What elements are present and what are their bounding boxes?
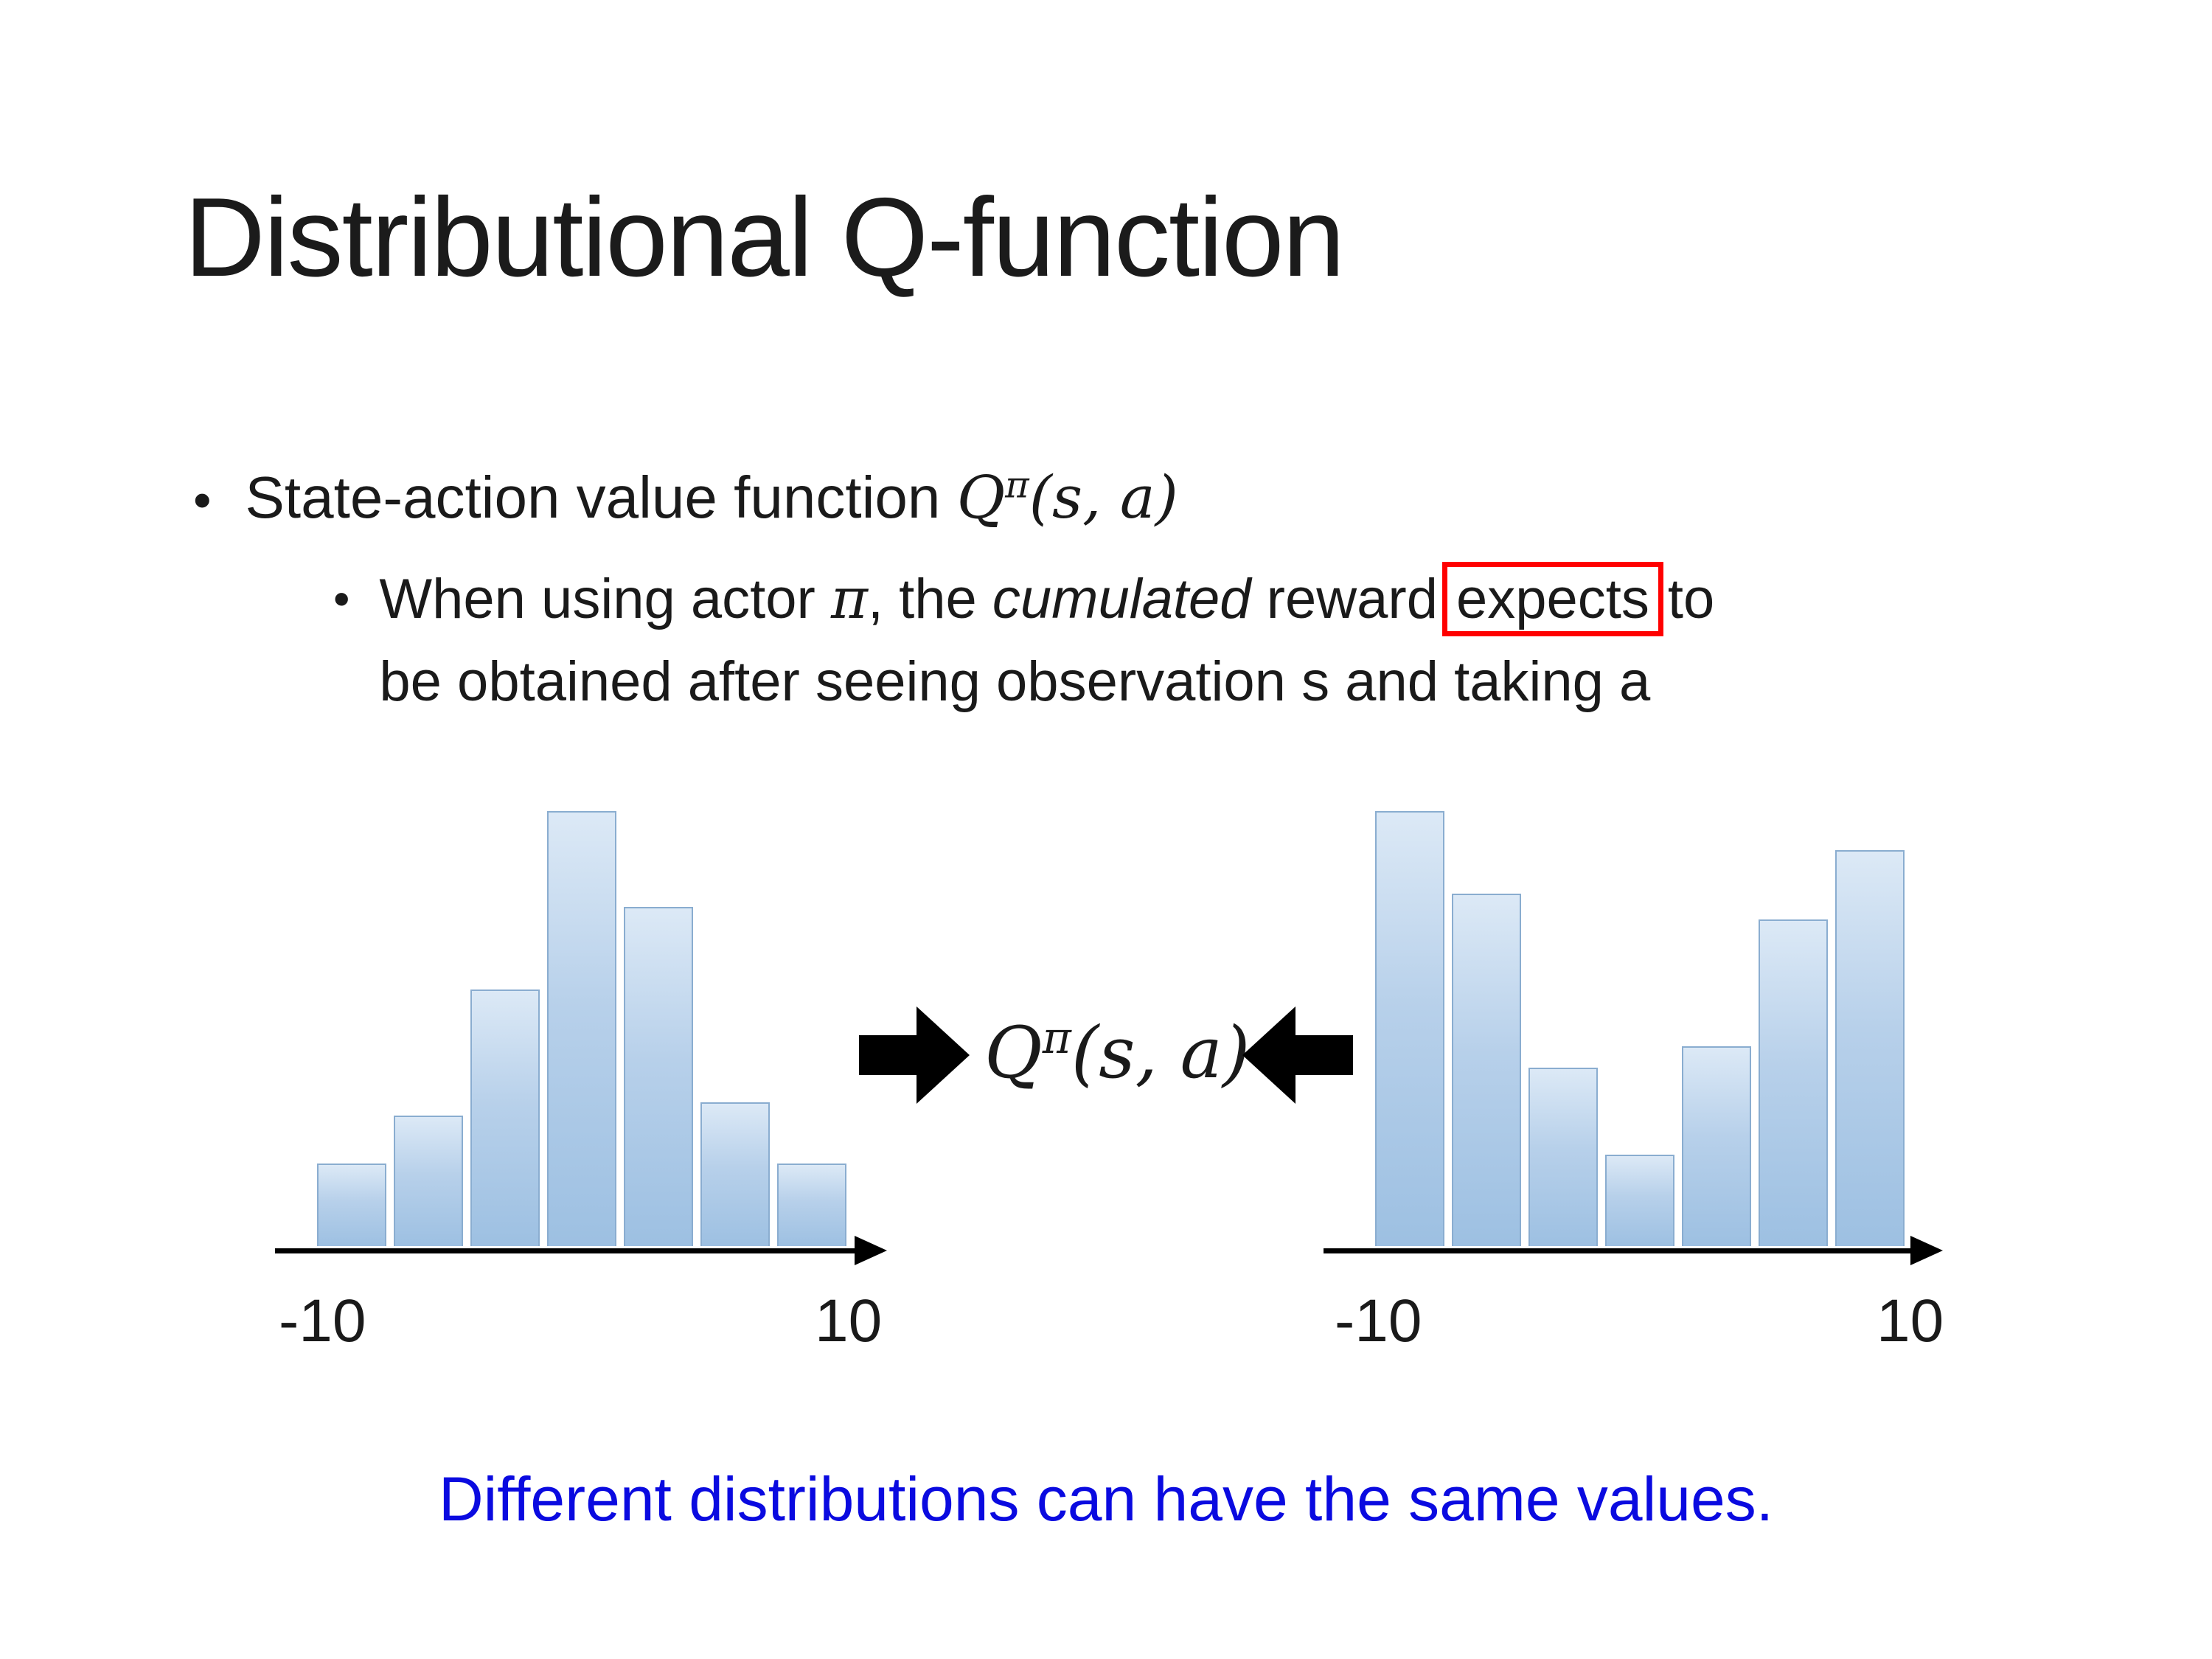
arrow-right-icon xyxy=(859,1006,970,1104)
math-pi-sup: π xyxy=(1005,463,1029,507)
seg4: to xyxy=(1667,568,1715,630)
bullet-when-using-actor: • When using actor π, the cumulated rewa… xyxy=(333,557,1714,723)
left-axis-max-label: 10 xyxy=(815,1287,883,1354)
histogram-bar xyxy=(1528,1068,1598,1246)
right-axis-max-label: 10 xyxy=(1877,1287,1944,1354)
histogram-bar xyxy=(317,1164,386,1246)
histogram-bar xyxy=(1605,1155,1674,1246)
bullet-marker: • xyxy=(193,471,212,529)
histogram-bar xyxy=(470,990,540,1246)
right-x-axis xyxy=(1324,1236,1943,1265)
bullet2-line2: be obtained after seeing observation s a… xyxy=(379,650,1651,713)
left-axis-min-label: -10 xyxy=(279,1287,366,1354)
footer-note: Different distributions can have the sam… xyxy=(438,1464,1774,1534)
center-q-formula: Qπ(s, a) xyxy=(984,1012,1250,1094)
histogram-bar xyxy=(777,1164,846,1246)
right-axis-arrowhead-icon xyxy=(1910,1236,1943,1265)
histogram-bar xyxy=(1759,919,1828,1246)
histogram-bar xyxy=(1682,1046,1751,1246)
histogram-bar xyxy=(1375,811,1444,1246)
q-function-formula: Qπ(s, a) xyxy=(984,1012,1250,1094)
math-args: (s, a) xyxy=(1029,463,1178,532)
left-axis-arrowhead-icon xyxy=(855,1236,887,1265)
slide-title: Distributional Q-function xyxy=(184,175,1345,300)
bullet2-text: When using actor π, the cumulated reward… xyxy=(379,557,1714,723)
left-x-axis xyxy=(275,1236,887,1265)
histogram-bar xyxy=(624,907,693,1246)
math-q: Q xyxy=(984,1012,1043,1094)
math-q: Q xyxy=(956,463,1006,532)
q-function-formula: Qπ(s, a) xyxy=(957,463,1178,532)
right-histogram xyxy=(1375,811,1905,1246)
bullet-marker: • xyxy=(333,572,350,625)
bullet1-prefix: State-action value function xyxy=(245,465,957,530)
seg3: reward xyxy=(1251,568,1438,630)
bullet1-text: State-action value function Qπ(s, a) xyxy=(246,463,1178,532)
seg1: When using actor xyxy=(379,568,831,630)
bullet2-line1: When using actor π, the cumulated reward… xyxy=(379,562,1715,637)
histogram-bar xyxy=(1452,894,1521,1246)
arrow-left-icon xyxy=(1242,1006,1353,1104)
math-pi-sup: π xyxy=(1042,1013,1071,1064)
histogram-bar xyxy=(700,1102,770,1246)
bullet-state-action-value: • State-action value function Qπ(s, a) xyxy=(193,463,1178,532)
red-highlight-box: expects xyxy=(1441,562,1663,637)
left-histogram xyxy=(317,811,846,1246)
histogram-bar xyxy=(547,811,616,1246)
italic-cumulated: cumulated xyxy=(992,568,1251,630)
seg2: , the xyxy=(867,568,992,630)
histogram-bar xyxy=(1835,850,1905,1246)
right-axis-min-label: -10 xyxy=(1335,1287,1422,1354)
math-pi: π xyxy=(830,566,868,631)
histogram-bar xyxy=(394,1116,463,1246)
math-args: (s, a) xyxy=(1071,1012,1251,1094)
